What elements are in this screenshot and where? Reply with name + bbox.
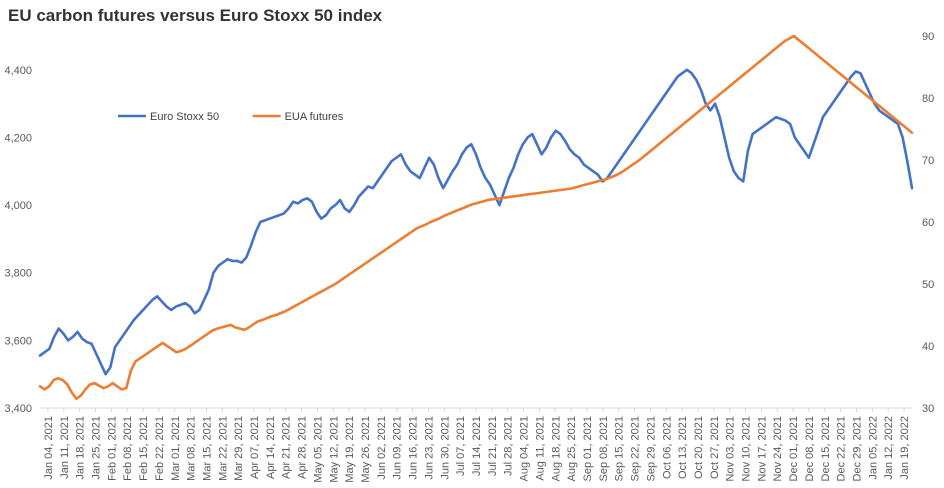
x-tick-label: Jul 14, 2021 <box>471 416 483 476</box>
x-tick-label: Dec 15, 2021 <box>820 416 832 481</box>
x-tick-label: Mar 08, 2021 <box>186 416 198 481</box>
x-tick-label: Oct 06, 2021 <box>661 416 673 479</box>
x-tick-label: Dec 08, 2021 <box>804 416 816 481</box>
x-tick-label: Sep 29, 2021 <box>645 416 657 481</box>
x-tick-label: Oct 13, 2021 <box>677 416 689 479</box>
x-tick-label: Dec 22, 2021 <box>836 416 848 481</box>
y-right-tick-label: 80 <box>922 93 934 105</box>
x-tick-label: Sep 08, 2021 <box>598 416 610 481</box>
y-right-tick-label: 70 <box>922 155 934 167</box>
x-tick-label: Nov 17, 2021 <box>756 416 768 481</box>
x-tick-label: Nov 24, 2021 <box>772 416 784 481</box>
x-tick-label: Jan 25, 2021 <box>90 416 102 480</box>
x-tick-label: Oct 20, 2021 <box>693 416 705 479</box>
x-tick-label: Aug 18, 2021 <box>550 416 562 481</box>
x-tick-label: Apr 07, 2021 <box>249 416 261 479</box>
y-left-tick-label: 3,400 <box>4 403 32 415</box>
x-tick-label: Jan 05, 2022 <box>867 416 879 480</box>
x-tick-label: Jul 21, 2021 <box>487 416 499 476</box>
x-tick-label: Jan 19, 2022 <box>899 416 911 480</box>
x-tick-label: Sep 01, 2021 <box>582 416 594 481</box>
x-tick-label: Nov 03, 2021 <box>725 416 737 481</box>
x-tick-label: May 05, 2021 <box>312 416 324 483</box>
x-tick-label: Jun 30, 2021 <box>439 416 451 480</box>
y-left-tick-label: 3,800 <box>4 268 32 280</box>
x-tick-label: Sep 15, 2021 <box>614 416 626 481</box>
chart-axes: 3,400 3,600 3,800 4,000 4,200 4,400 30 40 50 60 70… <box>4 31 934 483</box>
y-right-tick-label: 60 <box>922 217 934 229</box>
x-tick-label: Jan 18, 2021 <box>75 416 87 480</box>
x-tick-label: Mar 01, 2021 <box>170 416 182 481</box>
x-tick-label: Aug 04, 2021 <box>519 416 531 481</box>
y-left-tick-label: 3,600 <box>4 335 32 347</box>
series-line-1 <box>38 34 914 400</box>
y-right-tick-label: 30 <box>922 403 934 415</box>
y-right-tick-label: 50 <box>922 279 934 291</box>
y-left-tick-label: 4,400 <box>4 65 32 77</box>
legend-entry: Euro Stoxx 50 <box>150 111 219 123</box>
x-tick-label: May 26, 2021 <box>360 416 372 483</box>
x-tick-label: Mar 15, 2021 <box>201 416 213 481</box>
x-tick-label: May 19, 2021 <box>344 416 356 483</box>
x-tick-label: May 12, 2021 <box>328 416 340 483</box>
x-tick-label: Apr 28, 2021 <box>297 416 309 479</box>
x-tick-label: Jul 07, 2021 <box>455 416 467 476</box>
y-left-tick-label: 4,200 <box>4 132 32 144</box>
chart-title: EU carbon futures versus Euro Stoxx 50 i… <box>8 6 383 25</box>
x-tick-label: Jun 16, 2021 <box>408 416 420 480</box>
legend-entry: EUA futures <box>285 111 344 123</box>
x-tick-label: Feb 22, 2021 <box>154 416 166 481</box>
x-tick-label: Jul 28, 2021 <box>503 416 515 476</box>
x-tick-label: Oct 27, 2021 <box>709 416 721 479</box>
y-right-tick-label: 90 <box>922 31 934 43</box>
x-tick-label: Nov 10, 2021 <box>741 416 753 481</box>
x-tick-label: Jun 02, 2021 <box>376 416 388 480</box>
x-tick-label: Jun 23, 2021 <box>423 416 435 480</box>
y-right-tick-label: 40 <box>922 341 934 353</box>
x-tick-label: Feb 01, 2021 <box>106 416 118 481</box>
x-tick-label: Dec 29, 2021 <box>852 416 864 481</box>
x-tick-label: Aug 25, 2021 <box>566 416 578 481</box>
x-tick-label: Jan 12, 2022 <box>883 416 895 480</box>
chart-series <box>38 34 914 400</box>
chart-legend: Euro Stoxx 50 EUA futures <box>118 111 344 123</box>
series-line-0 <box>38 68 914 376</box>
y-left-tick-label: 4,000 <box>4 200 32 212</box>
x-tick-label: Mar 22, 2021 <box>217 416 229 481</box>
x-tick-label: Sep 22, 2021 <box>630 416 642 481</box>
x-tick-label: Jan 11, 2021 <box>59 416 71 479</box>
x-tick-label: Apr 14, 2021 <box>265 416 277 479</box>
x-tick-label: Feb 08, 2021 <box>122 416 134 481</box>
x-tick-label: Aug 11, 2021 <box>534 416 546 481</box>
x-tick-label: Jan 04, 2021 <box>43 416 55 480</box>
x-tick-label: Feb 15, 2021 <box>138 416 150 481</box>
x-tick-label: Mar 29, 2021 <box>233 416 245 481</box>
x-tick-label: Dec 01, 2021 <box>788 416 800 481</box>
x-tick-label: Jun 09, 2021 <box>392 416 404 480</box>
x-tick-label: Apr 21, 2021 <box>281 416 293 479</box>
